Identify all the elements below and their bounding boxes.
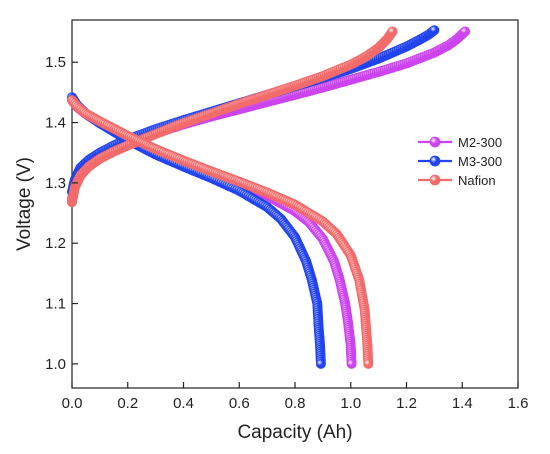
legend: M2-300 M3-300 Nafion (418, 135, 502, 188)
y-tick-label: 1.0 (45, 356, 66, 373)
legend-marker-m3-300 (429, 155, 441, 167)
data-point-m2-300-discharge (346, 358, 357, 369)
y-tick-label: 1.4 (45, 115, 66, 132)
legend-marker-nafion (429, 174, 441, 186)
x-tick-label: 0.8 (285, 395, 306, 412)
series-layer (67, 25, 471, 369)
series-m3-300 (67, 25, 440, 369)
axis-layer: 0.0 0.2 0.4 0.6 0.8 1.0 1.2 1.4 1.6 1.0 1.1 1.2 1.3 1… (45, 54, 528, 412)
data-point-m3-300-discharge (315, 358, 326, 369)
data-point-m2-300-charge (460, 26, 471, 37)
x-tick-label: 0.0 (62, 395, 83, 412)
y-tick-label: 1.1 (45, 296, 66, 313)
y-tick-label: 1.2 (45, 235, 66, 252)
legend-label-m2-300: M2-300 (458, 135, 502, 150)
y-axis-title: Voltage (V) (14, 157, 35, 251)
x-tick-label: 0.6 (229, 395, 250, 412)
series-nafion (67, 26, 398, 369)
x-axis-title: Capacity (Ah) (237, 422, 352, 443)
x-tick-label: 1.6 (508, 395, 529, 412)
legend-label-m3-300: M3-300 (458, 154, 502, 169)
x-tick-label: 0.2 (117, 395, 138, 412)
x-tick-label: 1.0 (340, 395, 361, 412)
data-point-m3-300-charge (429, 25, 440, 36)
y-tick-label: 1.5 (45, 54, 66, 71)
x-tick-label: 1.4 (452, 395, 473, 412)
data-point-nafion-discharge (363, 358, 374, 369)
x-tick-label: 0.4 (173, 395, 194, 412)
data-point-nafion-charge (387, 26, 398, 37)
x-tick-label: 1.2 (396, 395, 417, 412)
legend-label-nafion: Nafion (458, 173, 496, 188)
legend-marker-m2-300 (429, 136, 441, 148)
y-tick-label: 1.3 (45, 175, 66, 192)
